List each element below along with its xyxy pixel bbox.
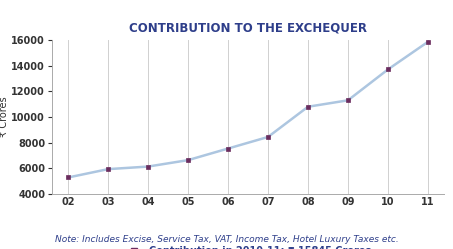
Title: CONTRIBUTION TO THE EXCHEQUER: CONTRIBUTION TO THE EXCHEQUER [129, 21, 367, 35]
Y-axis label: ₹ Crores: ₹ Crores [0, 97, 9, 137]
Legend: Contribution in 2010-11: ₹ 15845 Crores: Contribution in 2010-11: ₹ 15845 Crores [121, 242, 375, 249]
Text: Note: Includes Excise, Service Tax, VAT, Income Tax, Hotel Luxury Taxes etc.: Note: Includes Excise, Service Tax, VAT,… [55, 235, 398, 244]
